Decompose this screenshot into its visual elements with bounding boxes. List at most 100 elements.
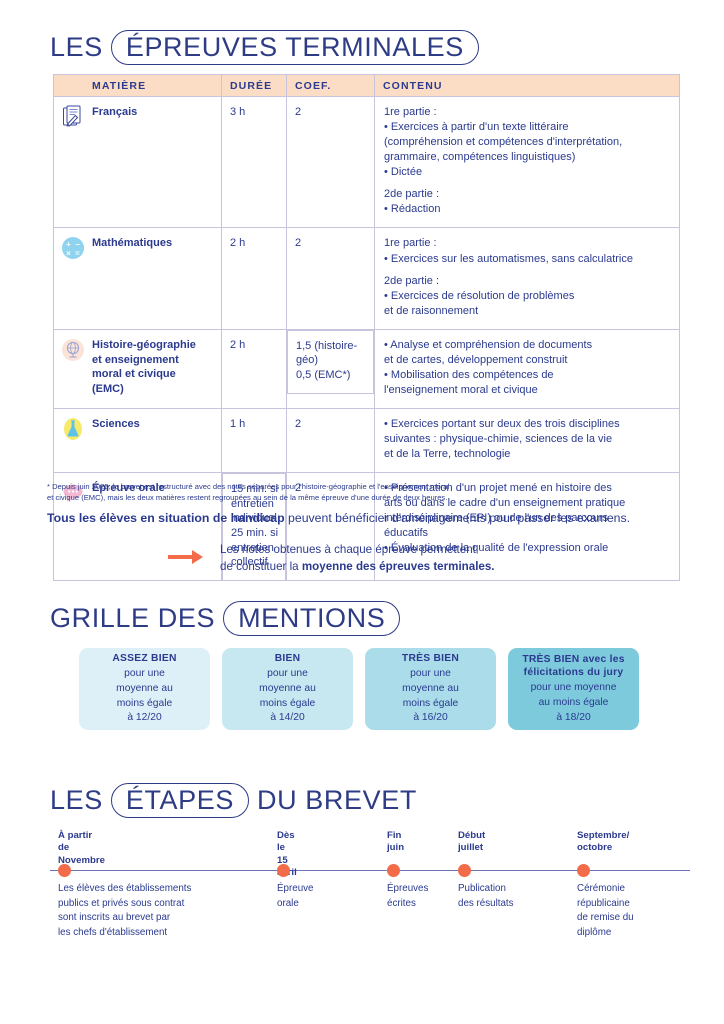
- handicap-note-rest: peuvent bénéficier d'aménagements pour p…: [284, 511, 631, 525]
- mention-card-tres-bien: TRÈS BIEN pour une moyenne au moins égal…: [365, 648, 496, 730]
- mention-criteria: pour une moyenne au moins égale à 16/20: [402, 668, 459, 724]
- table-row: + − × = Mathématiques 2 h 2 1re partie :…: [53, 227, 680, 330]
- matiere-label: Français: [92, 106, 138, 118]
- cell-duree: 15 min. si entretien individuel 25 min. …: [222, 473, 286, 581]
- content-paragraph: 1re partie : • Exercices sur les automat…: [384, 237, 633, 265]
- arrow-right-icon: [168, 549, 204, 570]
- table-footnote: * Depuis juin 2025, le brevet est restru…: [47, 482, 450, 503]
- timeline-date: Fin juin: [387, 830, 405, 854]
- callout-line-1: Les notes obtenues à chaque épreuve perm…: [220, 543, 476, 556]
- timeline-description: Les élèves des établissements publics et…: [58, 883, 192, 939]
- cell-matiere: Histoire-géographie et enseignement mora…: [53, 328, 222, 410]
- cell-coef: 2: [286, 407, 375, 474]
- cell-coef: 1,5 (histoire- géo) 0,5 (EMC*): [287, 329, 374, 394]
- mentions-card-row: ASSEZ BIEN pour une moyenne au moins éga…: [79, 648, 645, 730]
- svg-text:−: −: [75, 240, 80, 249]
- mention-criteria: pour une moyenne au moins égale à 12/20: [116, 668, 173, 724]
- timeline-dot: [277, 864, 290, 877]
- cell-matiere: Épreuve orale: [53, 472, 222, 582]
- cell-matiere: + − × = Mathématiques: [53, 227, 222, 330]
- handicap-note-bold: Tous les élèves en situation de handicap: [47, 511, 285, 525]
- table-header-row: MATIÈRE DURÉE COEF. CONTENU: [53, 74, 680, 97]
- content-paragraph: • Analyse et compréhension de documents …: [384, 338, 593, 396]
- speech-bubble-icon: [59, 479, 87, 507]
- content-paragraph: 2de partie : • Exercices de résolution d…: [384, 274, 575, 317]
- cell-contenu: 1re partie : • Exercices sur les automat…: [374, 227, 680, 330]
- mention-card-bien: BIEN pour une moyenne au moins égale à 1…: [222, 648, 353, 730]
- mention-title: BIEN: [274, 653, 301, 665]
- cell-contenu: 1re partie : • Exercices à partir d'un t…: [374, 95, 680, 229]
- timeline-dot: [577, 864, 590, 877]
- notes-callout-text: Les notes obtenues à chaque épreuve perm…: [220, 541, 495, 575]
- table-row: Sciences 1 h 2 • Exercices portant sur d…: [53, 407, 680, 474]
- matiere-label: Épreuve orale: [92, 482, 165, 495]
- cell-duree: 3 h: [221, 95, 287, 229]
- table-row: Histoire-géographie et enseignement mora…: [53, 328, 680, 410]
- cell-matiere: Sciences: [53, 407, 222, 474]
- content-paragraph: • Présentation d'un projet mené en histo…: [384, 482, 626, 555]
- svg-text:=: =: [75, 249, 80, 258]
- math-operators-icon: + − × =: [59, 234, 87, 262]
- timeline-dot: [58, 864, 71, 877]
- timeline-description: Cérémonie républicaine de remise du dipl…: [577, 883, 634, 939]
- mention-card-tres-bien-felicitations: TRÈS BIEN avec les félicitations du jury…: [508, 648, 639, 730]
- documents-pen-icon: [59, 103, 87, 131]
- heading-prefix: GRILLE DES: [50, 603, 216, 634]
- globe-icon: [59, 336, 87, 364]
- th-coef: COEF.: [286, 74, 375, 97]
- brevet-timeline: À partir de Novembre Les élèves des étab…: [50, 830, 690, 970]
- timeline-dot: [458, 864, 471, 877]
- table-row: Français 3 h 2 1re partie : • Exercices …: [53, 95, 680, 229]
- timeline-description: Épreuves écrites: [387, 883, 429, 909]
- heading-prefix: LES: [50, 32, 103, 63]
- exam-table: MATIÈRE DURÉE COEF. CONTENU: [53, 74, 680, 582]
- timeline-description: Épreuve orale: [277, 883, 314, 909]
- content-paragraph: • Exercices portant sur deux des trois d…: [384, 418, 620, 461]
- timeline-date: Début juillet: [458, 830, 486, 854]
- th-matiere: MATIÈRE: [53, 74, 222, 97]
- heading-pill-epreuves: ÉPREUVES TERMINALES: [110, 30, 479, 66]
- heading-prefix: LES: [50, 785, 103, 816]
- heading-pill-mentions: MENTIONS: [223, 601, 401, 637]
- matiere-label: Sciences: [92, 418, 140, 430]
- content-paragraph: 1re partie : • Exercices à partir d'un t…: [384, 106, 623, 179]
- cell-contenu: • Exercices portant sur deux des trois d…: [374, 407, 680, 474]
- callout-line-2-prefix: de constituer la: [220, 560, 302, 574]
- mention-criteria: pour une moyenne au moins égale à 18/20: [530, 682, 617, 723]
- cell-matiere: Français: [53, 95, 222, 229]
- cell-coef: 2: [286, 227, 375, 330]
- matiere-label: Histoire-géographie et enseignement mora…: [92, 338, 196, 396]
- svg-text:×: ×: [66, 249, 71, 258]
- exam-table-head: MATIÈRE DURÉE COEF. CONTENU: [53, 74, 680, 97]
- heading-suffix: DU BREVET: [256, 785, 417, 816]
- cell-contenu: • Présentation d'un projet mené en histo…: [374, 472, 680, 582]
- callout-line-2-bold: moyenne des épreuves terminales.: [301, 560, 495, 574]
- page-title-grille-des-mentions: GRILLE DES MENTIONS: [50, 601, 401, 637]
- mention-card-assez-bien: ASSEZ BIEN pour une moyenne au moins éga…: [79, 648, 210, 730]
- heading-pill-etapes: ÉTAPES: [110, 783, 249, 819]
- timeline-dot: [387, 864, 400, 877]
- notes-callout: Les notes obtenues à chaque épreuve perm…: [168, 541, 495, 575]
- table-row: Épreuve orale 15 min. si entretien indiv…: [53, 472, 680, 582]
- timeline-date: Septembre/ octobre: [577, 830, 630, 854]
- mention-title: TRÈS BIEN: [401, 653, 460, 665]
- content-paragraph: 2de partie : • Rédaction: [384, 188, 441, 216]
- mention-title: TRÈS BIEN avec les félicitations du jury: [522, 653, 625, 679]
- exam-table-body: Français 3 h 2 1re partie : • Exercices …: [53, 95, 680, 582]
- timeline-date: À partir de Novembre: [58, 830, 105, 866]
- svg-text:+: +: [66, 240, 71, 249]
- flask-icon: [59, 415, 87, 443]
- cell-duree: 2 h: [221, 328, 287, 410]
- th-duree: DURÉE: [221, 74, 287, 97]
- cell-duree: 1 h: [221, 407, 287, 474]
- page-title-les-etapes-du-brevet: LES ÉTAPES DU BREVET: [50, 783, 417, 819]
- timeline-description: Publication des résultats: [458, 883, 514, 909]
- mention-criteria: pour une moyenne au moins égale à 14/20: [259, 668, 316, 724]
- timeline-axis: [50, 870, 690, 872]
- cell-coef: 2: [286, 95, 375, 229]
- cell-contenu: • Analyse et compréhension de documents …: [374, 328, 680, 410]
- th-contenu: CONTENU: [374, 74, 680, 97]
- mention-title: ASSEZ BIEN: [112, 653, 177, 665]
- page-title-epreuves-terminales: LES ÉPREUVES TERMINALES: [50, 30, 479, 66]
